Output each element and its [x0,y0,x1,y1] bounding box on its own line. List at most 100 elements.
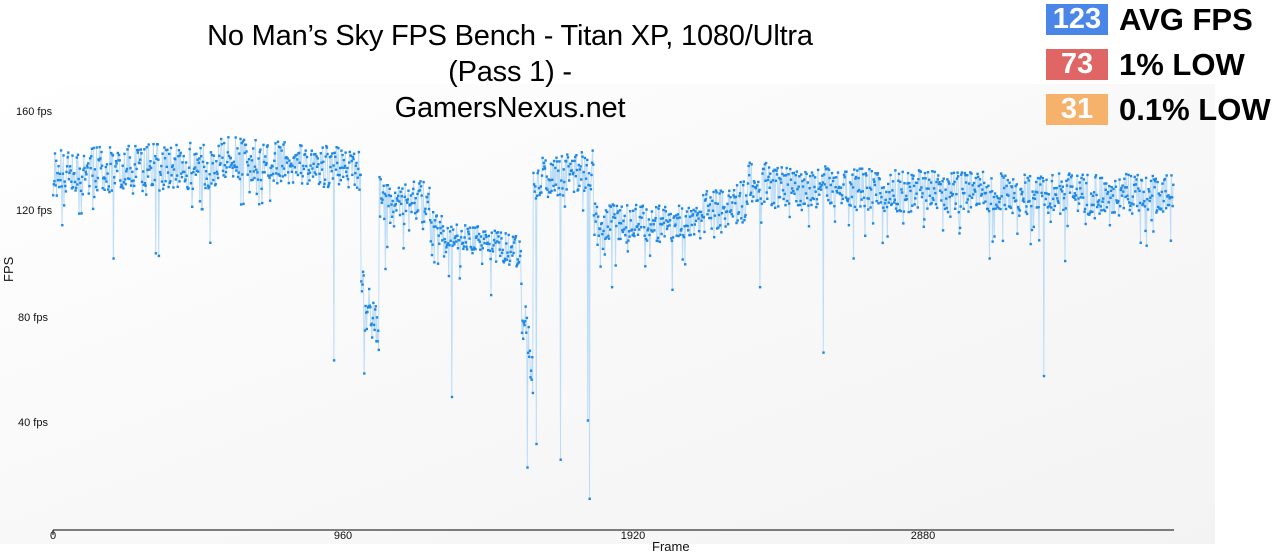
frame-point [788,215,791,219]
frame-point [738,192,742,195]
frame-point [304,149,307,152]
frame-point [1149,179,1153,183]
frame-point [1007,194,1010,197]
frame-point [1093,217,1096,220]
frame-point [871,201,874,204]
frame-point [438,220,442,224]
frame-point [858,167,861,170]
frame-point [639,205,642,208]
frame-point [427,192,430,196]
frame-point [487,249,490,252]
frame-point [1117,199,1120,203]
frame-point [663,235,666,238]
frame-point [901,170,904,174]
frame-point [380,201,384,204]
frame-point [1035,206,1038,209]
frame-point [738,194,741,198]
frame-point [1142,190,1145,194]
frame-point [143,182,147,185]
frame-point [976,172,979,176]
frame-point [59,149,63,152]
frame-point [493,229,496,232]
frame-point [951,194,954,197]
frame-point [1059,212,1062,215]
frame-point [1120,194,1124,197]
frame-point [935,206,939,210]
frame-point [627,239,630,242]
frame-point [124,182,127,186]
frame-point [1155,209,1159,212]
frame-point [82,154,86,158]
frame-point [742,183,745,187]
frame-point [230,162,234,165]
frame-point [97,159,101,162]
frame-point [207,185,211,188]
frame-point [771,202,774,206]
frame-point [429,219,432,222]
frame-point [67,178,71,181]
frame-point [675,234,678,237]
frame-point [114,165,117,168]
frame-point [340,149,343,152]
frame-point [404,209,408,213]
frame-point [659,222,662,226]
frame-point [541,156,544,160]
frame-point [445,246,448,249]
frame-point [144,184,147,187]
frame-point [915,192,918,195]
frame-point [349,154,353,157]
frame-point [103,188,106,191]
frame-point [769,172,772,175]
frame-point [882,186,886,189]
frame-point [731,201,734,204]
frame-point [656,239,659,242]
frame-point [1096,200,1099,203]
frame-point [456,247,460,250]
frame-point [381,191,385,194]
frame-point [343,166,346,169]
frame-point [806,196,809,200]
frame-point [257,157,260,160]
frame-point [274,142,277,145]
frame-point [1139,241,1142,244]
frame-point [809,174,812,178]
frame-point [1079,196,1083,199]
frame-point [1134,190,1137,193]
frame-point [346,166,349,170]
frame-point [449,239,452,242]
frame-point [62,204,66,207]
frame-point [220,143,223,146]
frame-point [953,180,956,183]
frame-point [138,162,141,165]
frame-point [821,174,824,177]
frame-point [719,189,722,192]
frame-point [714,189,718,192]
frame-point [854,175,858,179]
frame-point [565,188,568,191]
frame-point [827,168,831,171]
frame-point [133,163,136,166]
frame-point [369,323,373,327]
frame-point [454,235,457,238]
frame-point [816,168,820,172]
frame-point [826,167,829,170]
frame-point [1160,190,1163,194]
frame-point [881,241,884,245]
frame-point [1166,203,1170,207]
frame-point [879,201,883,204]
frame-point [832,176,835,179]
frame-point [810,171,814,174]
frame-point [899,180,902,183]
frame-point [534,185,537,188]
frame-point [590,161,594,164]
frame-point [166,171,170,174]
frame-point [148,168,151,171]
frame-point [820,184,823,187]
frame-point [452,228,455,231]
frame-point [91,174,94,177]
frame-point [64,184,67,188]
frame-point [596,243,599,246]
frame-point [191,205,194,208]
frame-point [224,170,228,174]
frame-point [703,230,706,234]
